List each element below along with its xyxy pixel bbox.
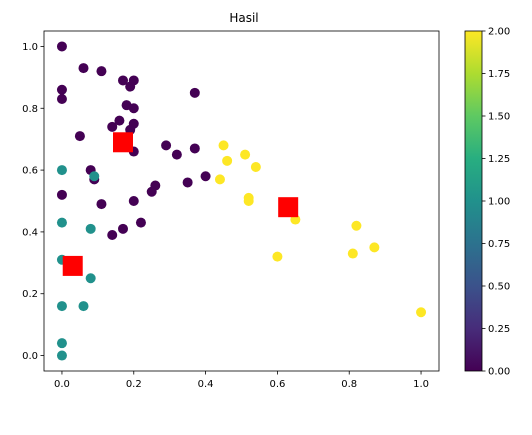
x-tick-label: 1.0 — [413, 379, 429, 390]
data-point — [222, 155, 233, 166]
plot-area — [44, 31, 439, 371]
data-point — [85, 273, 96, 284]
data-point — [56, 189, 67, 200]
colorbar-tick-label: 1.50 — [488, 112, 510, 123]
data-point — [56, 217, 67, 228]
data-point — [56, 41, 67, 52]
plot-frame — [43, 30, 440, 372]
x-tick-label: 0.8 — [341, 379, 357, 390]
colorbar — [464, 30, 483, 372]
centroid-marker — [113, 132, 133, 153]
data-point — [118, 223, 128, 234]
data-point — [240, 149, 251, 160]
data-point — [351, 220, 362, 231]
y-tick-label: 0.6 — [22, 166, 38, 177]
data-point — [78, 63, 89, 74]
data-point — [135, 217, 146, 228]
data-point — [146, 186, 157, 197]
x-axis: 0.0 0.2 0.4 0.6 0.8 1.0 — [54, 371, 429, 390]
data-point — [96, 199, 107, 210]
y-axis: 0.0 0.2 0.4 0.6 0.8 1.0 — [22, 42, 44, 362]
data-point — [416, 307, 427, 318]
x-tick-label: 0.4 — [198, 379, 214, 390]
data-point — [118, 75, 128, 86]
data-point — [107, 121, 118, 132]
data-point — [369, 242, 380, 253]
colorbar-tick-label: 0.00 — [488, 367, 510, 378]
data-point — [107, 230, 118, 240]
data-point — [189, 143, 200, 154]
data-point — [182, 177, 193, 188]
data-point — [243, 196, 254, 206]
y-tick-label: 0.2 — [22, 289, 38, 300]
centroids-layer — [62, 132, 299, 276]
centroid-marker — [62, 255, 83, 276]
colorbar-tick-label: 1.25 — [488, 154, 510, 165]
colorbar-tick-label: 0.50 — [488, 282, 510, 293]
data-point — [96, 66, 107, 77]
data-point — [56, 84, 67, 95]
points-layer — [56, 41, 427, 361]
data-point — [128, 103, 139, 114]
data-point — [56, 350, 67, 361]
y-tick-label: 0.0 — [22, 351, 38, 362]
data-point — [347, 248, 358, 259]
x-tick-label: 0.0 — [54, 379, 70, 390]
data-point — [56, 301, 67, 312]
data-point — [250, 162, 261, 172]
data-point — [189, 87, 200, 98]
data-point — [214, 174, 225, 185]
data-point — [171, 149, 182, 160]
centroid-marker — [278, 197, 299, 218]
data-point — [56, 338, 67, 349]
data-point — [56, 94, 67, 104]
data-point — [114, 115, 125, 126]
data-point — [218, 140, 229, 151]
colorbar-tick-label: 0.25 — [488, 324, 510, 335]
colorbar-axis: 0.00 0.25 0.50 0.75 1.00 1.25 1.50 1.75 2.00 — [482, 27, 510, 378]
colorbar-tick-label: 0.75 — [488, 239, 510, 250]
data-point — [128, 196, 139, 206]
data-point — [272, 251, 283, 262]
x-tick-label: 0.2 — [126, 379, 142, 390]
data-point — [78, 301, 89, 312]
data-point — [128, 75, 139, 86]
chart-title: Hasil — [229, 11, 258, 25]
data-point — [74, 131, 85, 142]
data-point — [161, 140, 172, 151]
colorbar-tick-label: 1.00 — [488, 197, 510, 208]
data-point — [56, 165, 67, 176]
y-tick-label: 0.8 — [22, 104, 38, 115]
data-point — [200, 171, 211, 182]
y-tick-label: 0.4 — [22, 227, 38, 238]
data-point — [85, 223, 96, 234]
data-point — [89, 171, 100, 182]
y-tick-label: 1.0 — [22, 42, 38, 53]
colorbar-tick-label: 1.75 — [488, 69, 510, 80]
x-tick-label: 0.6 — [269, 379, 285, 390]
colorbar-tick-label: 2.00 — [488, 27, 510, 38]
